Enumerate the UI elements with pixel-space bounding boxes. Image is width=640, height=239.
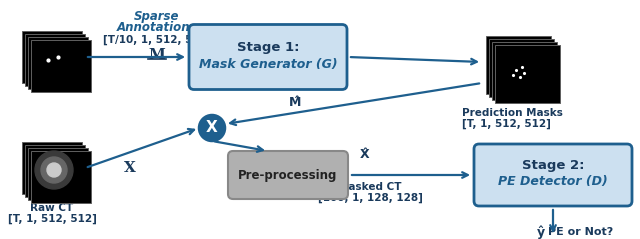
FancyBboxPatch shape: [488, 39, 554, 97]
Text: PE or Not?: PE or Not?: [548, 227, 614, 237]
Text: Sparse: Sparse: [134, 10, 180, 22]
FancyBboxPatch shape: [22, 31, 82, 83]
Text: Raw CT: Raw CT: [30, 203, 74, 213]
Text: X: X: [124, 161, 136, 175]
FancyBboxPatch shape: [31, 151, 91, 203]
Text: ŷ: ŷ: [537, 225, 545, 239]
FancyBboxPatch shape: [28, 37, 88, 89]
Text: M̂: M̂: [289, 97, 301, 109]
Text: X̂: X̂: [360, 148, 370, 162]
Text: X: X: [206, 120, 218, 136]
Text: Masked CT: Masked CT: [339, 182, 402, 192]
FancyBboxPatch shape: [495, 45, 559, 103]
Text: Stage 1:: Stage 1:: [237, 40, 300, 54]
Text: Pre-processing: Pre-processing: [238, 168, 338, 181]
FancyBboxPatch shape: [486, 36, 550, 94]
FancyBboxPatch shape: [492, 42, 557, 100]
Text: PE Detector (D): PE Detector (D): [498, 175, 608, 189]
Text: M: M: [148, 48, 165, 62]
Ellipse shape: [199, 115, 225, 141]
FancyBboxPatch shape: [189, 25, 347, 89]
Text: Mask Generator (G): Mask Generator (G): [198, 58, 337, 71]
FancyBboxPatch shape: [25, 145, 85, 197]
Text: Prediction Masks: Prediction Masks: [462, 108, 563, 118]
Text: Annotations: Annotations: [116, 21, 197, 33]
FancyBboxPatch shape: [25, 34, 85, 86]
Circle shape: [35, 151, 73, 189]
FancyBboxPatch shape: [28, 148, 88, 200]
Text: [T, 1, 512, 512]: [T, 1, 512, 512]: [462, 119, 551, 129]
FancyBboxPatch shape: [31, 40, 91, 92]
FancyBboxPatch shape: [474, 144, 632, 206]
FancyBboxPatch shape: [22, 142, 82, 194]
Text: [T/10, 1, 512, 512]: [T/10, 1, 512, 512]: [102, 35, 211, 45]
FancyBboxPatch shape: [228, 151, 348, 199]
Circle shape: [41, 157, 67, 183]
Text: Stage 2:: Stage 2:: [522, 158, 584, 172]
Text: [T, 1, 512, 512]: [T, 1, 512, 512]: [8, 214, 97, 224]
Text: [100, 1, 128, 128]: [100, 1, 128, 128]: [317, 193, 422, 203]
Circle shape: [47, 163, 61, 177]
